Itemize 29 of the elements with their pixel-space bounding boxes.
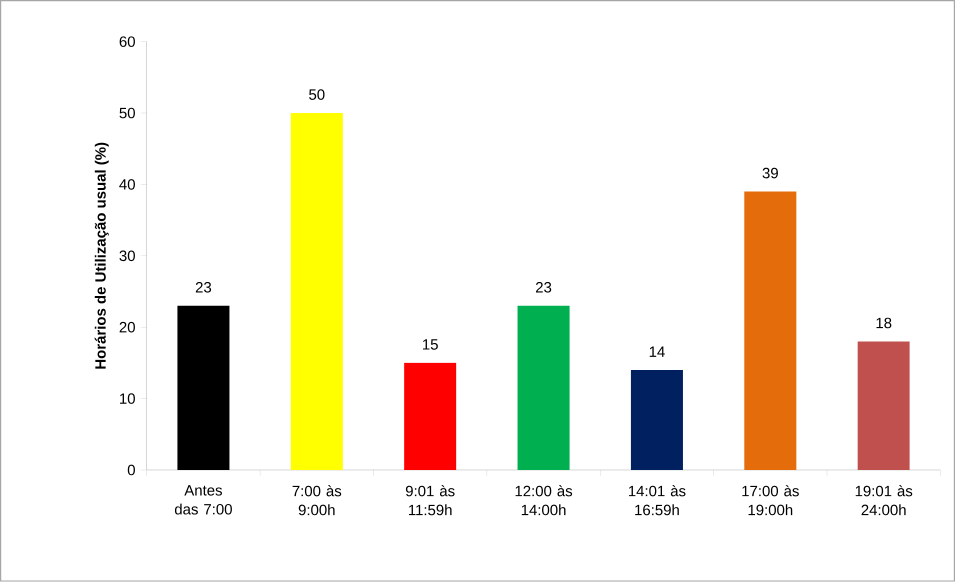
data-label: 23	[196, 282, 212, 293]
data-label: 50	[309, 89, 325, 100]
x-tick-label: 19:01 às 24:00h	[856, 485, 912, 516]
y-tick-label: 30	[119, 250, 135, 262]
y-tick-label: 60	[120, 36, 135, 48]
bar	[858, 342, 910, 470]
y-tick-label: 0	[128, 464, 135, 476]
x-tick-label: 12:00 às 14:00h	[516, 485, 572, 516]
data-label: 15	[423, 339, 438, 350]
data-label: 18	[876, 318, 892, 328]
bar	[290, 113, 343, 470]
y-tick-label: 10	[120, 393, 135, 404]
data-label: 14	[650, 346, 665, 357]
bar	[177, 306, 230, 470]
data-label: 23	[536, 282, 552, 293]
y-tick-label: 40	[119, 179, 135, 190]
bar	[518, 306, 570, 470]
y-tick-label: 50	[120, 108, 135, 118]
bar	[404, 363, 456, 470]
x-tick-label: 17:00 às 19:00h	[742, 485, 799, 516]
y-axis-title: Horários de Utilização usual (%)	[94, 142, 109, 369]
bar	[630, 370, 683, 470]
x-tick-label: 9:01 às 11:59h	[406, 485, 455, 516]
x-tick-label: Antes das 7:00	[174, 485, 232, 515]
data-label: 39	[762, 168, 778, 179]
bar	[744, 192, 796, 470]
y-tick-label: 20	[120, 322, 135, 333]
x-tick-label: 14:01 às 16:59h	[628, 485, 686, 516]
x-tick-label: 7:00 às 9:00h	[292, 485, 342, 516]
